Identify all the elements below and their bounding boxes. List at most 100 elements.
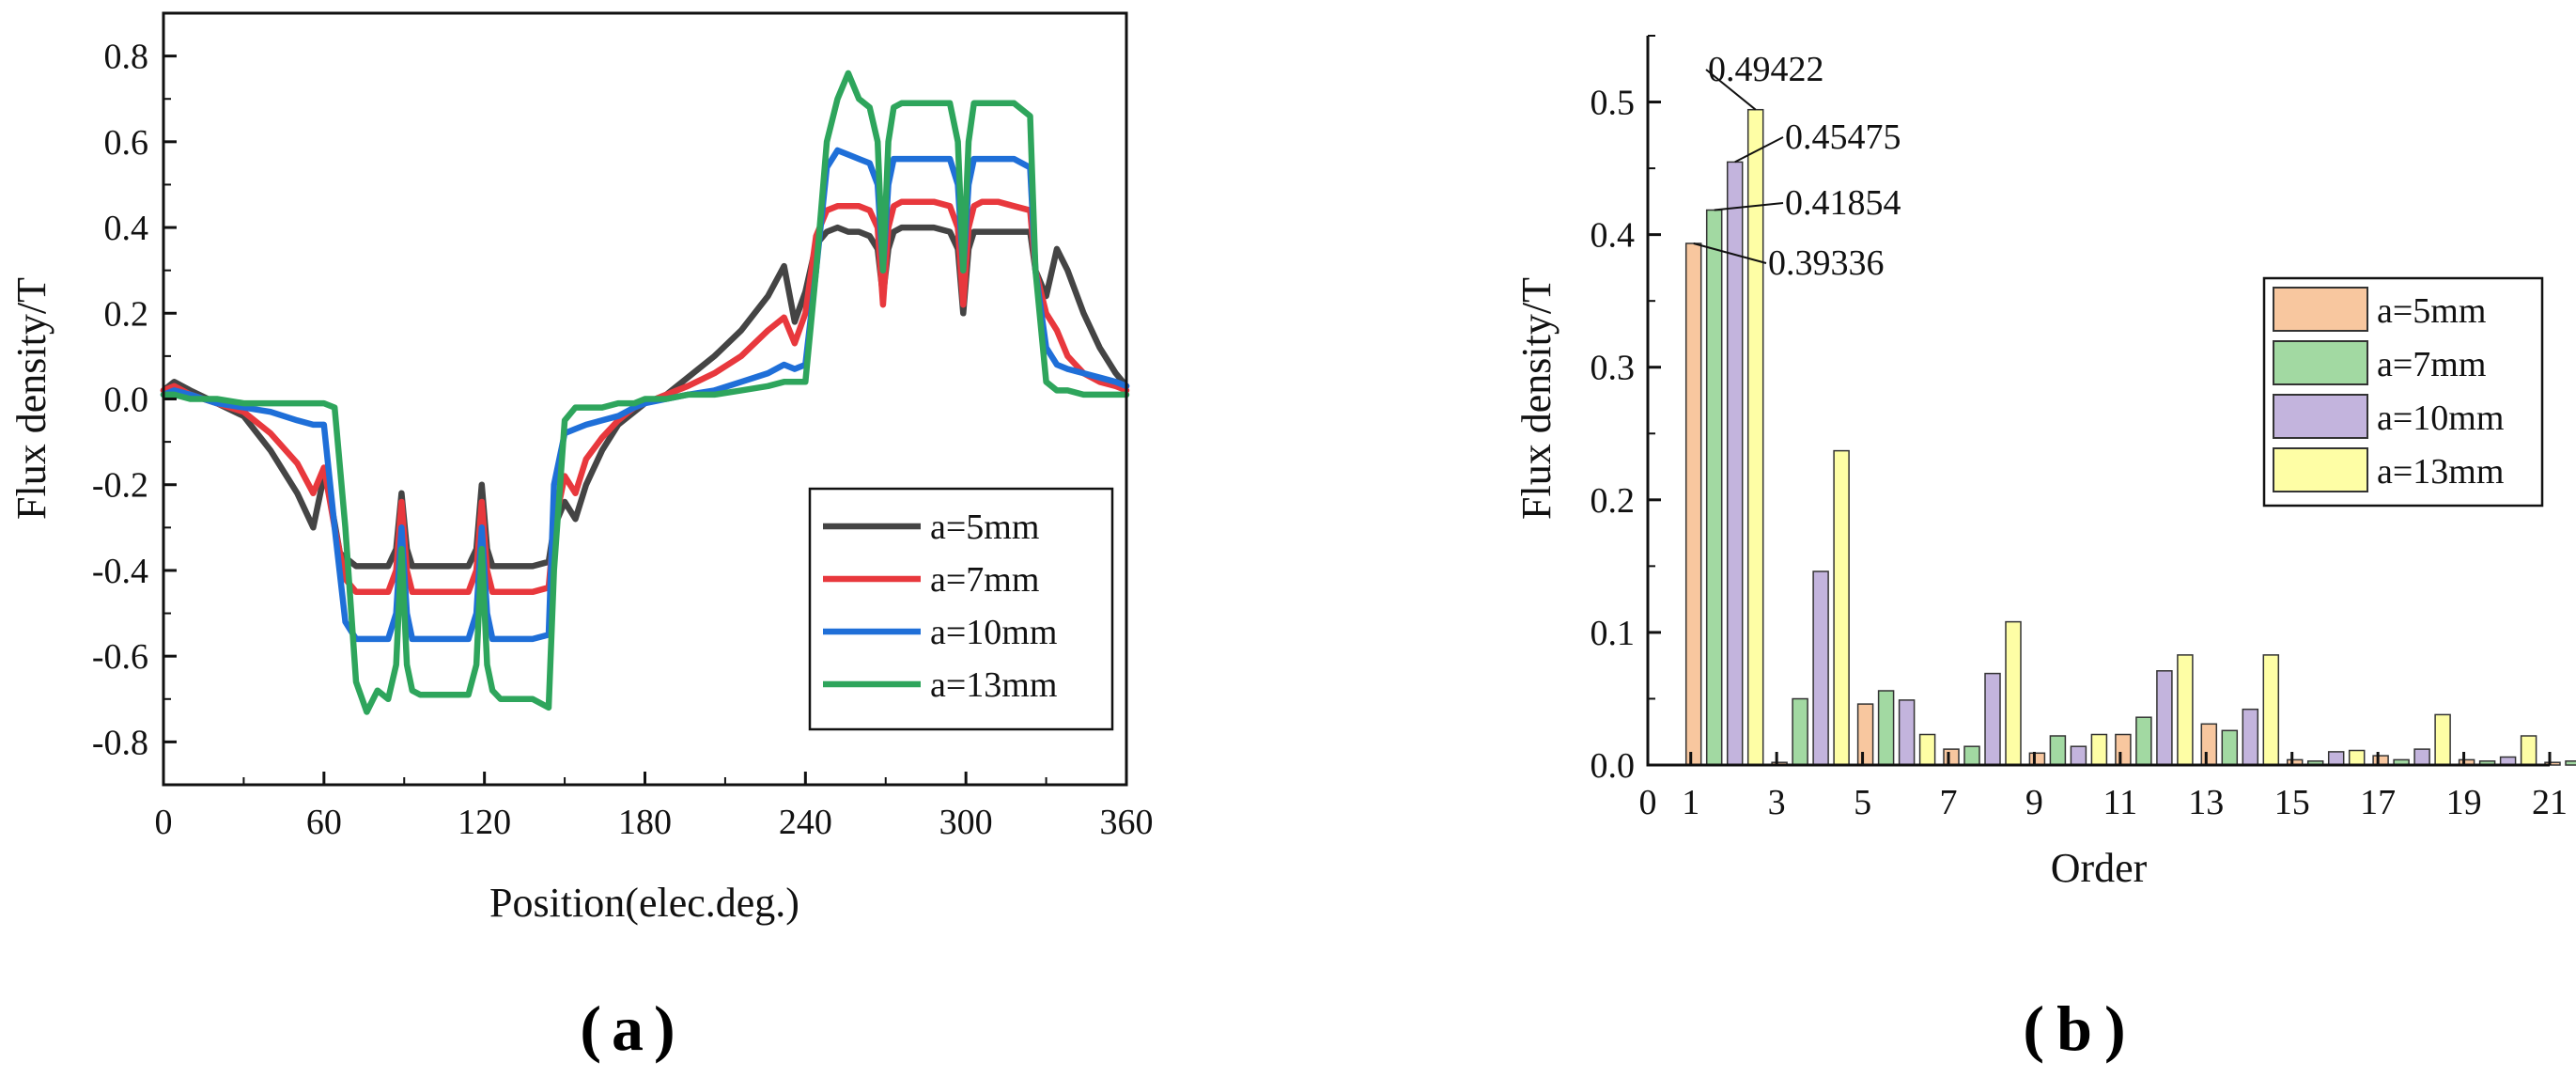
panel-a-y-axis-label: Flux density/T [8, 277, 54, 520]
bar-order-21-a-7mm [2565, 760, 2576, 766]
panel-b-bar-chart: 0 1 3 5 7 9 11 13 15 17 19 210.00.10.20.30.40.5 Ord… [1513, 35, 2576, 1064]
panel-b-y-tick-label: 0.3 [1591, 349, 1636, 388]
bar-order-13-a-13mm [2262, 654, 2280, 766]
bar-order-5-a-5mm [1856, 703, 1874, 766]
legend-label: a=5mm [2377, 291, 2486, 331]
bar-order-9-a-10mm [2070, 745, 2087, 766]
panel-a-y-tick-label: 0.4 [104, 209, 149, 248]
legend-label: a=10mm [930, 613, 1057, 652]
panel-b-x-tick-label: 19 [2446, 783, 2482, 822]
panel-a-x-tick-label: 300 [939, 803, 993, 842]
bar-order-13-a-5mm [2200, 723, 2218, 766]
panel-b-annotations: 0.49422 0.45475 0.41854 0.39336 [1693, 50, 1901, 283]
panel-b-y-tick-label: 0.2 [1591, 481, 1636, 521]
annotation-leader-line [1693, 242, 1767, 264]
panel-a-y-tick-label: -0.6 [92, 637, 148, 677]
panel-a-legend: a=5mm a=7mm a=10mm a=13mm [808, 487, 1114, 731]
panel-b-y-tick-label: 0.0 [1591, 746, 1636, 786]
bar-order-3-a-7mm [1792, 697, 1808, 766]
annotation-value: 0.39336 [1768, 243, 1885, 283]
panel-a-y-tick-label: -0.2 [92, 466, 148, 506]
bar-order-7-a-5mm [1943, 748, 1960, 766]
bar-order-9-a-13mm [2090, 733, 2108, 766]
annotation-value: 0.45475 [1785, 117, 1901, 157]
legend-swatch-a-7mm [2273, 340, 2368, 385]
legend-label: a=7mm [2377, 345, 2486, 384]
panel-a-x-axis-label: Position(elec.deg.) [489, 880, 799, 926]
legend-label: a=5mm [930, 508, 1039, 547]
bar-order-5-a-7mm [1877, 690, 1895, 766]
bar-order-1-a-7mm [1705, 209, 1723, 766]
panel-a-x-tick-label: 180 [618, 803, 672, 842]
panel-b-x-tick-label: 9 [2025, 783, 2043, 822]
panel-b-x-tick-label: 3 [1768, 783, 1786, 822]
panel-b-x-tick-label: 13 [2188, 783, 2224, 822]
panel-a-caption-letter: a [612, 992, 644, 1064]
bar-order-11-a-7mm [2135, 716, 2152, 766]
legend-label: a=13mm [930, 665, 1057, 705]
bar-order-11-a-10mm [2156, 670, 2173, 766]
bar-order-19-a-13mm [2520, 735, 2537, 766]
bar-order-3-a-13mm [1833, 449, 1850, 766]
panel-b-y-axis-label: Flux density/T [1513, 277, 1560, 520]
legend-swatch-a-10mm [2273, 394, 2368, 439]
panel-b-caption-letter: b [2056, 992, 2092, 1064]
panel-b-x-tick-label: 17 [2360, 783, 2396, 822]
legend-label: a=10mm [2377, 398, 2504, 438]
panel-b-y-tick-label: 0.5 [1591, 84, 1636, 123]
bar-order-7-a-7mm [1963, 745, 1980, 766]
panel-a-y-tick-label: 0.8 [104, 38, 149, 77]
panel-b-x-tick-label: 5 [1854, 783, 1871, 822]
panel-a-line-chart: 0 60 120 180 240 300 360 -0.8 -0.6 -0.4 -0.2 0.0 0.2… [8, 11, 1154, 1064]
bar-order-3-a-10mm [1812, 570, 1829, 766]
bar-order-11-a-13mm [2177, 654, 2194, 766]
panel-a-y-tick-label: -0.8 [92, 723, 148, 762]
panel-b-caption-close: ) [2104, 992, 2126, 1064]
panel-b-y-tick-label: 0.1 [1591, 614, 1636, 653]
bar-order-1-a-13mm [1746, 108, 1764, 766]
panel-b-x-tick-label: 0 [1639, 783, 1657, 822]
series-line-a-13mm [160, 70, 1130, 715]
panel-b-x-tick-label: 21 [2532, 783, 2568, 822]
bar-order-7-a-13mm [2005, 620, 2022, 766]
panel-a-y-tick-label: 0.2 [104, 294, 149, 334]
annotation-leader-line [1714, 202, 1784, 211]
bar-order-7-a-10mm [1984, 672, 2001, 766]
legend-label: a=7mm [930, 560, 1039, 600]
panel-a-x-tick-label: 360 [1100, 803, 1154, 842]
panel-b-x-tick-label: 7 [1940, 783, 1958, 822]
panel-b-x-tick-label: 11 [2103, 783, 2138, 822]
panel-b-x-tick-label: 1 [1682, 783, 1699, 822]
panel-a-y-tick-label: 0.0 [104, 381, 149, 420]
bar-order-13-a-7mm [2221, 729, 2239, 766]
annotation-value: 0.41854 [1785, 183, 1901, 223]
bar-order-15-a-13mm [2348, 749, 2366, 766]
annotation-leader-line [1705, 69, 1757, 111]
panel-b-y-tick-label: 0.4 [1591, 216, 1636, 256]
panel-a-y-tick-label: 0.6 [104, 123, 149, 163]
legend-swatch-a-13mm [2273, 447, 2368, 492]
panel-b-x-axis-label: Order [2051, 845, 2148, 891]
bar-order-11-a-5mm [2115, 733, 2132, 766]
bar-order-17-a-13mm [2434, 713, 2451, 766]
panel-a-x-tick-label: 240 [779, 803, 832, 842]
panel-a-x-tick-label: 60 [306, 803, 342, 842]
bar-order-13-a-10mm [2242, 708, 2259, 766]
bar-order-5-a-10mm [1898, 699, 1916, 766]
panel-a-x-tick-label: 0 [155, 803, 173, 842]
panel-b-caption: ( [2023, 992, 2044, 1064]
panel-a-x-tick-label: 120 [458, 803, 511, 842]
legend-label: a=13mm [2377, 452, 2504, 492]
bar-order-5-a-13mm [1918, 733, 1936, 766]
annotation-value: 0.49422 [1708, 50, 1824, 89]
panel-a-caption: ( [580, 992, 601, 1064]
panel-b-x-tick-label: 15 [2274, 783, 2310, 822]
legend-swatch-a-5mm [2273, 287, 2368, 332]
bar-order-9-a-7mm [2049, 735, 2067, 766]
bar-order-9-a-5mm [2028, 752, 2046, 766]
bar-order-15-a-10mm [2327, 751, 2345, 766]
bar-order-17-a-10mm [2413, 748, 2430, 766]
annotation-leader-line [1734, 136, 1784, 164]
panel-a-y-tick-label: -0.4 [92, 552, 148, 591]
